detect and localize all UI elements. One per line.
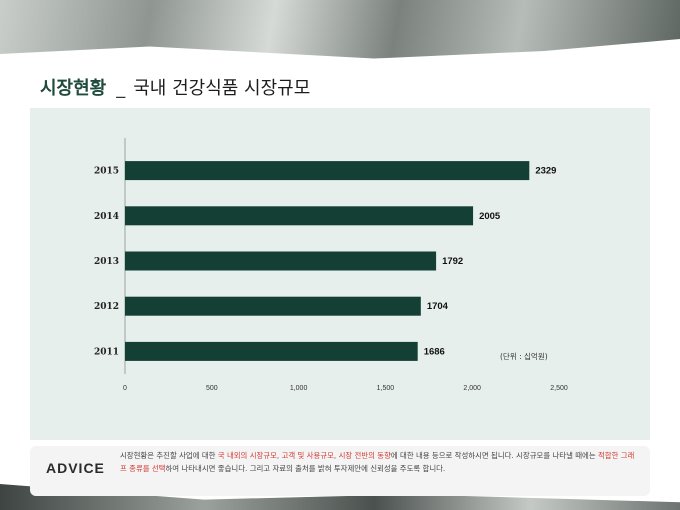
advice-box: ADVICE 시장현황은 추진할 사업에 대한 국 내외의 시장규모, 고객 및…	[30, 446, 650, 496]
x-tick-label: 2,500	[550, 385, 568, 392]
y-tick-label: 2015	[94, 167, 119, 177]
page-title: 시장현황 _ 국내 건강식품 시장규모	[40, 74, 310, 100]
bar	[125, 206, 474, 226]
x-tick-label: 1,500	[377, 385, 395, 392]
advice-plain-text: 하여 나타내시면 좋습니다. 그리고 자료의 출처를 밝혀 투자제안에 신뢰성을…	[165, 464, 446, 473]
advice-highlight-text: 적합한 그래프 종류를 선택	[120, 451, 635, 473]
title-separator: _	[116, 78, 126, 99]
x-tick-label: 0	[123, 385, 127, 392]
x-tick-label: 2,000	[463, 385, 481, 392]
advice-text: 시장현황은 추진할 사업에 대한 국 내외의 시장규모, 고객 및 사용규모, …	[120, 449, 640, 475]
title-main: 시장현황	[40, 78, 107, 99]
title-subtitle: 국내 건강식품 시장규모	[133, 78, 311, 99]
y-tick-label: 2013	[94, 257, 119, 267]
data-label: 2005	[479, 211, 501, 222]
data-label: 1686	[424, 346, 445, 357]
data-label: 1704	[427, 301, 449, 312]
advice-plain-text: 시장현황은 추진할 사업에 대한	[120, 451, 218, 460]
x-tick-label: 1,000	[290, 385, 308, 392]
y-tick-label: 2011	[94, 347, 119, 357]
bar	[125, 341, 418, 361]
header-photo-band	[0, 0, 680, 62]
y-tick-label: 2012	[94, 302, 119, 312]
bar-chart: 2015 2329 2014 2005 2013 1792 2012 1704 2011 1686…	[94, 138, 568, 392]
y-tick-label: 2014	[94, 212, 119, 222]
advice-label: ADVICE	[46, 460, 105, 476]
bar	[125, 251, 437, 271]
bar	[125, 161, 530, 181]
x-tick-label: 500	[206, 385, 218, 392]
bar	[125, 296, 421, 316]
data-label: 1792	[442, 256, 463, 267]
advice-plain-text: 에 대한 내용 등으로 작성하시면 됩니다. 시장규모를 나타낼 때에는	[390, 451, 598, 460]
data-label: 2329	[535, 166, 556, 177]
advice-highlight-text: 국 내외의 시장규모, 고객 및 사용규모, 시장 전반의 동향	[217, 451, 391, 460]
unit-note: (단위 : 십억원)	[500, 351, 548, 361]
chart-panel: 2015 2329 2014 2005 2013 1792 2012 1704 2011 1686…	[30, 108, 650, 440]
